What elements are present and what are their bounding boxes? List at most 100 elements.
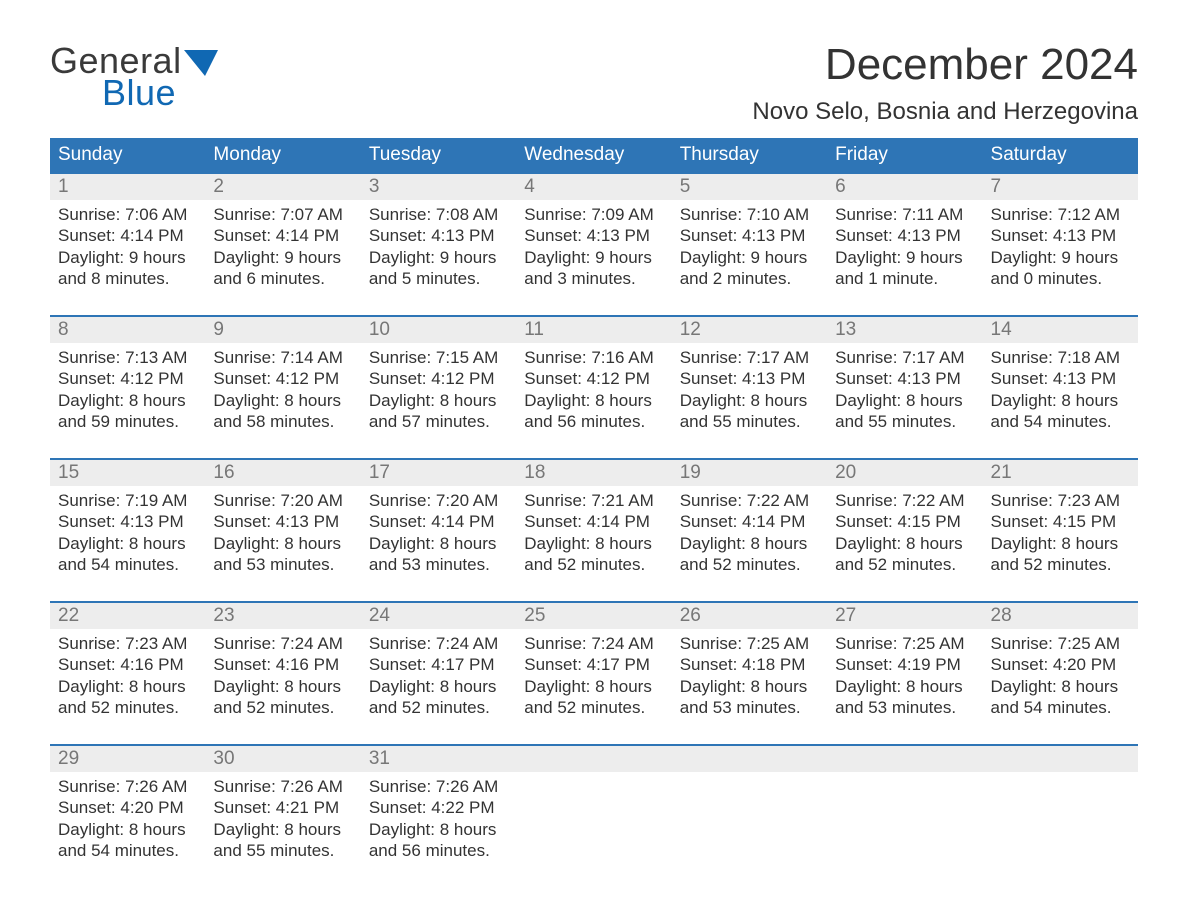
sunset-line: Sunset: 4:21 PM bbox=[213, 797, 352, 818]
day-body: Sunrise: 7:11 AMSunset: 4:13 PMDaylight:… bbox=[827, 200, 982, 289]
sunrise-line: Sunrise: 7:19 AM bbox=[58, 490, 197, 511]
day-body: Sunrise: 7:09 AMSunset: 4:13 PMDaylight:… bbox=[516, 200, 671, 289]
sunrise-line: Sunrise: 7:11 AM bbox=[835, 204, 974, 225]
weekday-header: Friday bbox=[827, 138, 982, 172]
day-number-row: 13 bbox=[827, 317, 982, 343]
daylight-line-1: Daylight: 8 hours bbox=[524, 676, 663, 697]
sunset-line: Sunset: 4:16 PM bbox=[213, 654, 352, 675]
day-number: 24 bbox=[369, 605, 390, 626]
sunset-line: Sunset: 4:20 PM bbox=[991, 654, 1130, 675]
day-body: Sunrise: 7:24 AMSunset: 4:16 PMDaylight:… bbox=[205, 629, 360, 718]
daylight-line-1: Daylight: 8 hours bbox=[991, 390, 1130, 411]
week-row: 29 Sunrise: 7:26 AMSunset: 4:20 PMDayligh… bbox=[50, 744, 1138, 861]
day-body: Sunrise: 7:14 AMSunset: 4:12 PMDaylight:… bbox=[205, 343, 360, 432]
daylight-line-2: and 52 minutes. bbox=[835, 554, 974, 575]
daylight-line-1: Daylight: 9 hours bbox=[369, 247, 508, 268]
daylight-line-1: Daylight: 8 hours bbox=[835, 390, 974, 411]
weekday-header: Thursday bbox=[672, 138, 827, 172]
sunrise-line: Sunrise: 7:17 AM bbox=[835, 347, 974, 368]
day-number-row: . bbox=[672, 746, 827, 772]
sunrise-line: Sunrise: 7:08 AM bbox=[369, 204, 508, 225]
daylight-line-1: Daylight: 9 hours bbox=[991, 247, 1130, 268]
logo-text-blue: Blue bbox=[102, 72, 218, 114]
daylight-line-2: and 56 minutes. bbox=[369, 840, 508, 861]
sunrise-line: Sunrise: 7:22 AM bbox=[835, 490, 974, 511]
daylight-line-2: and 55 minutes. bbox=[213, 840, 352, 861]
day-body: Sunrise: 7:26 AMSunset: 4:21 PMDaylight:… bbox=[205, 772, 360, 861]
daylight-line-1: Daylight: 8 hours bbox=[58, 533, 197, 554]
day-cell: 8Sunrise: 7:13 AMSunset: 4:12 PMDaylight… bbox=[50, 317, 205, 432]
daylight-line-1: Daylight: 8 hours bbox=[213, 819, 352, 840]
month-title: December 2024 bbox=[752, 40, 1138, 90]
daylight-line-1: Daylight: 9 hours bbox=[213, 247, 352, 268]
daylight-line-2: and 1 minute. bbox=[835, 268, 974, 289]
sunset-line: Sunset: 4:13 PM bbox=[58, 511, 197, 532]
day-cell: 10Sunrise: 7:15 AMSunset: 4:12 PMDayligh… bbox=[361, 317, 516, 432]
day-number: 3 bbox=[369, 176, 380, 197]
day-body: Sunrise: 7:17 AMSunset: 4:13 PMDaylight:… bbox=[827, 343, 982, 432]
daylight-line-1: Daylight: 8 hours bbox=[58, 390, 197, 411]
daylight-line-2: and 52 minutes. bbox=[524, 554, 663, 575]
sunrise-line: Sunrise: 7:10 AM bbox=[680, 204, 819, 225]
day-number-row: . bbox=[516, 746, 671, 772]
day-body: Sunrise: 7:23 AMSunset: 4:15 PMDaylight:… bbox=[983, 486, 1138, 575]
sunset-line: Sunset: 4:13 PM bbox=[524, 225, 663, 246]
title-block: December 2024 Novo Selo, Bosnia and Herz… bbox=[752, 40, 1138, 126]
day-number-row: 12 bbox=[672, 317, 827, 343]
week-row: 22Sunrise: 7:23 AMSunset: 4:16 PMDayligh… bbox=[50, 601, 1138, 718]
day-number: 23 bbox=[213, 605, 234, 626]
day-body: Sunrise: 7:17 AMSunset: 4:13 PMDaylight:… bbox=[672, 343, 827, 432]
day-number: 30 bbox=[213, 748, 234, 769]
sunrise-line: Sunrise: 7:09 AM bbox=[524, 204, 663, 225]
day-cell: 27Sunrise: 7:25 AMSunset: 4:19 PMDayligh… bbox=[827, 603, 982, 718]
day-cell: 18Sunrise: 7:21 AMSunset: 4:14 PMDayligh… bbox=[516, 460, 671, 575]
day-body: Sunrise: 7:21 AMSunset: 4:14 PMDaylight:… bbox=[516, 486, 671, 575]
day-number-row: 18 bbox=[516, 460, 671, 486]
day-body: Sunrise: 7:26 AMSunset: 4:20 PMDaylight:… bbox=[50, 772, 205, 861]
weekday-header: Tuesday bbox=[361, 138, 516, 172]
day-number-row: 2 bbox=[205, 174, 360, 200]
day-number: 11 bbox=[524, 319, 544, 340]
daylight-line-2: and 2 minutes. bbox=[680, 268, 819, 289]
daylight-line-1: Daylight: 8 hours bbox=[369, 676, 508, 697]
daylight-line-1: Daylight: 8 hours bbox=[835, 676, 974, 697]
sunrise-line: Sunrise: 7:18 AM bbox=[991, 347, 1130, 368]
sunset-line: Sunset: 4:18 PM bbox=[680, 654, 819, 675]
sunrise-line: Sunrise: 7:25 AM bbox=[991, 633, 1130, 654]
day-number-row: 1 bbox=[50, 174, 205, 200]
sunset-line: Sunset: 4:19 PM bbox=[835, 654, 974, 675]
day-number: 4 bbox=[524, 176, 535, 197]
daylight-line-1: Daylight: 8 hours bbox=[680, 390, 819, 411]
sunset-line: Sunset: 4:13 PM bbox=[835, 368, 974, 389]
daylight-line-1: Daylight: 8 hours bbox=[680, 676, 819, 697]
day-number-row: 26 bbox=[672, 603, 827, 629]
day-number-row: 8 bbox=[50, 317, 205, 343]
day-number: 6 bbox=[835, 176, 846, 197]
sunrise-line: Sunrise: 7:20 AM bbox=[213, 490, 352, 511]
day-cell-empty: . bbox=[983, 746, 1138, 861]
daylight-line-1: Daylight: 9 hours bbox=[524, 247, 663, 268]
day-number-row: 22 bbox=[50, 603, 205, 629]
day-cell: 30 Sunrise: 7:26 AMSunset: 4:21 PMDayligh… bbox=[205, 746, 360, 861]
daylight-line-2: and 54 minutes. bbox=[58, 554, 197, 575]
sunset-line: Sunset: 4:13 PM bbox=[991, 368, 1130, 389]
day-number: 27 bbox=[835, 605, 856, 626]
day-number: 20 bbox=[835, 462, 856, 483]
daylight-line-2: and 8 minutes. bbox=[58, 268, 197, 289]
day-body: Sunrise: 7:12 AMSunset: 4:13 PMDaylight:… bbox=[983, 200, 1138, 289]
day-number-row: 6 bbox=[827, 174, 982, 200]
day-number: 29 bbox=[58, 748, 79, 769]
sunset-line: Sunset: 4:15 PM bbox=[835, 511, 974, 532]
day-number: 12 bbox=[680, 319, 701, 340]
logo: General Blue bbox=[50, 40, 218, 114]
day-number-row: 29 bbox=[50, 746, 205, 772]
day-number: 21 bbox=[991, 462, 1012, 483]
daylight-line-2: and 52 minutes. bbox=[680, 554, 819, 575]
day-cell: 20Sunrise: 7:22 AMSunset: 4:15 PMDayligh… bbox=[827, 460, 982, 575]
day-cell: 25Sunrise: 7:24 AMSunset: 4:17 PMDayligh… bbox=[516, 603, 671, 718]
day-number-row: 31 bbox=[361, 746, 516, 772]
daylight-line-2: and 54 minutes. bbox=[991, 697, 1130, 718]
day-number-row: 19 bbox=[672, 460, 827, 486]
day-body: Sunrise: 7:24 AMSunset: 4:17 PMDaylight:… bbox=[516, 629, 671, 718]
day-number-row: 11 bbox=[516, 317, 671, 343]
